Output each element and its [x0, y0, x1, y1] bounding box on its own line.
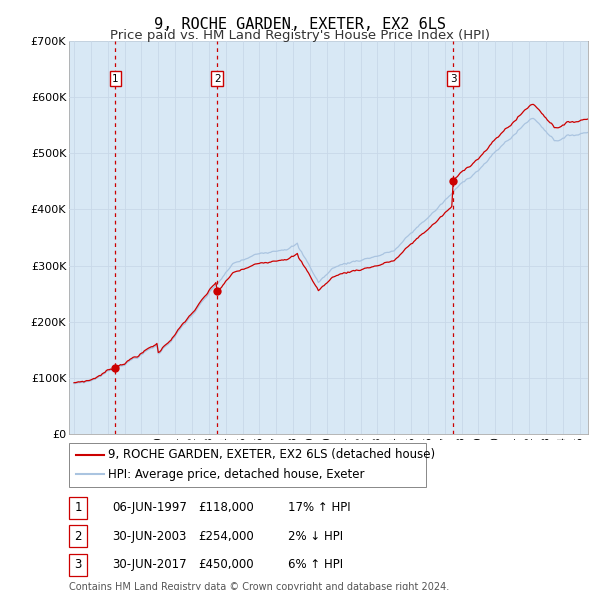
Text: HPI: Average price, detached house, Exeter: HPI: Average price, detached house, Exet… — [108, 468, 365, 481]
Text: £450,000: £450,000 — [198, 558, 254, 571]
Text: 2: 2 — [214, 74, 221, 84]
Bar — [115, 41, 217, 434]
Bar — [217, 41, 453, 434]
Text: 3: 3 — [450, 74, 457, 84]
Text: 17% ↑ HPI: 17% ↑ HPI — [288, 502, 350, 514]
Text: 1: 1 — [74, 502, 82, 514]
Text: 2: 2 — [74, 530, 82, 543]
Text: 1: 1 — [112, 74, 119, 84]
Text: 3: 3 — [74, 558, 82, 571]
Bar — [453, 41, 588, 434]
Bar — [69, 41, 115, 434]
Text: 2% ↓ HPI: 2% ↓ HPI — [288, 530, 343, 543]
Text: 9, ROCHE GARDEN, EXETER, EX2 6LS (detached house): 9, ROCHE GARDEN, EXETER, EX2 6LS (detach… — [108, 448, 435, 461]
Text: Contains HM Land Registry data © Crown copyright and database right 2024.
This d: Contains HM Land Registry data © Crown c… — [69, 582, 449, 590]
Text: £118,000: £118,000 — [198, 502, 254, 514]
Text: £254,000: £254,000 — [198, 530, 254, 543]
Text: 6% ↑ HPI: 6% ↑ HPI — [288, 558, 343, 571]
Text: 30-JUN-2017: 30-JUN-2017 — [112, 558, 187, 571]
Text: 9, ROCHE GARDEN, EXETER, EX2 6LS: 9, ROCHE GARDEN, EXETER, EX2 6LS — [154, 17, 446, 31]
Text: 30-JUN-2003: 30-JUN-2003 — [112, 530, 187, 543]
Text: Price paid vs. HM Land Registry's House Price Index (HPI): Price paid vs. HM Land Registry's House … — [110, 30, 490, 42]
Text: 06-JUN-1997: 06-JUN-1997 — [112, 502, 187, 514]
